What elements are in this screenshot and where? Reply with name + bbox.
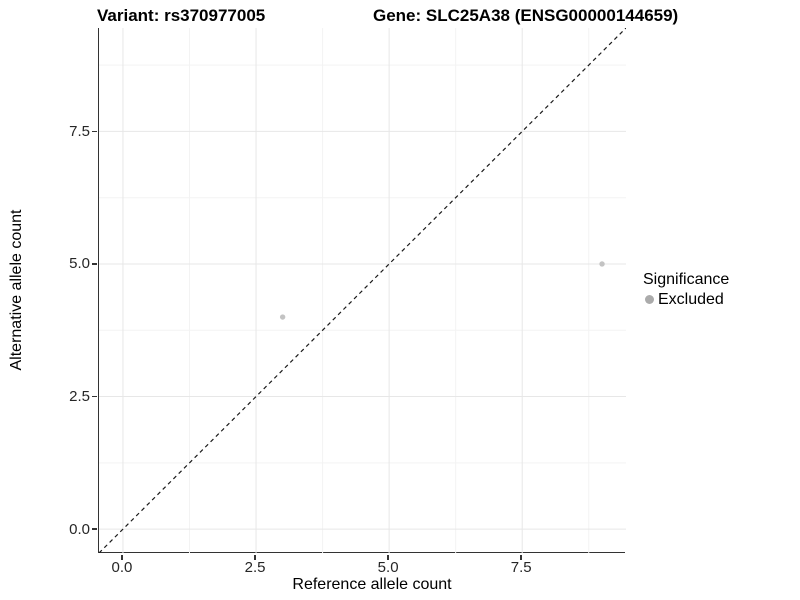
gene-title: Gene: SLC25A38 (ENSG00000144659) — [373, 6, 679, 25]
x-tick-label: 2.5 — [244, 559, 266, 576]
x-tick-mark — [520, 554, 522, 560]
x-tick-label: 5.0 — [377, 559, 399, 576]
y-tick-mark — [91, 263, 97, 265]
excluded-point-icon — [645, 295, 654, 304]
x-tick-label: 0.0 — [111, 559, 133, 576]
y-tick-mark — [91, 395, 97, 398]
data-point — [599, 261, 605, 267]
legend-item-label: Excluded — [658, 291, 724, 308]
panel-canvas — [99, 28, 626, 553]
legend-item-excluded: Excluded — [643, 290, 729, 309]
y-axis-title: Alternative allele count — [8, 209, 25, 371]
identity-line — [99, 28, 626, 553]
y-tick-label: 2.5 — [69, 388, 90, 406]
y-tick-label: 5.0 — [69, 255, 90, 273]
legend-title: Significance — [643, 271, 730, 288]
data-point — [279, 314, 286, 320]
x-tick-mark — [387, 554, 389, 560]
x-tick-label: 7.5 — [510, 559, 532, 576]
variant-title: Variant: rs370977005 — [97, 6, 266, 25]
y-tick-mark — [91, 130, 97, 133]
x-tick-mark — [121, 554, 123, 560]
y-tick-mark — [91, 528, 97, 530]
y-tick-label: 0.0 — [69, 520, 90, 538]
x-axis-title: Reference allele count — [292, 576, 452, 593]
plot-panel — [98, 28, 626, 553]
x-tick-mark — [254, 554, 256, 560]
legend: Significance Excluded — [643, 270, 729, 309]
y-tick-label: 7.5 — [69, 122, 90, 140]
